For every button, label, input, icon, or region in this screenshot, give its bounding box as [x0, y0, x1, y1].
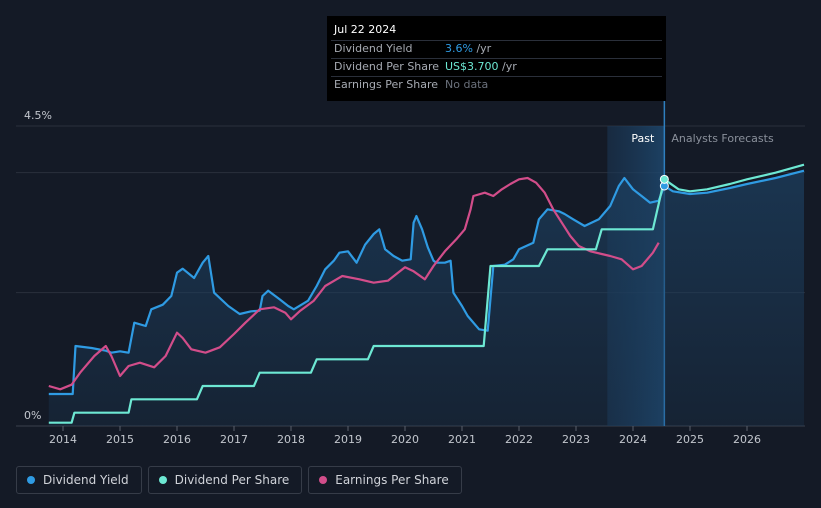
x-tick-label: 2022	[505, 433, 533, 446]
x-tick-label: 2019	[334, 433, 362, 446]
x-tick-label: 2021	[448, 433, 476, 446]
axis-ticks: 2014 2015 2016 2017 2018 2019 2020 2021 2022 2023…	[24, 109, 774, 446]
series-lines	[48, 163, 805, 424]
chart-legend: Dividend Yield Dividend Per Share Earnin…	[16, 466, 462, 494]
tooltip-date: Jul 22 2024	[334, 23, 397, 36]
series-line-dividend-per-share	[48, 163, 805, 424]
legend-dot-icon	[158, 476, 167, 484]
x-tick-label: 2017	[220, 433, 248, 446]
tooltip-value: US$3.700 /yr	[445, 60, 517, 73]
legend-label: Dividend Per Share	[174, 473, 290, 487]
tooltip-unit: /yr	[472, 42, 492, 55]
tooltip-label: Dividend Per Share	[334, 60, 440, 73]
series-line-dividend-yield	[48, 169, 805, 396]
marker-dividend-per-share	[659, 174, 669, 184]
yield-area	[48, 170, 804, 426]
tooltip-value: 3.6% /yr	[445, 42, 492, 55]
tooltip-label: Earnings Per Share	[334, 78, 439, 91]
legend-dividend-per-share[interactable]: Dividend Per Share	[147, 466, 303, 494]
y-tick-label-max: 4.5%	[24, 109, 52, 122]
x-tick-label: 2023	[562, 433, 590, 446]
legend-dividend-yield[interactable]: Dividend Yield	[16, 466, 142, 494]
yield-area-fill	[48, 170, 804, 426]
series-line-earnings-per-share	[48, 176, 660, 391]
x-tick-label: 2015	[106, 433, 134, 446]
forecast-label: Analysts Forecasts	[671, 132, 774, 145]
hover-tooltip: Jul 22 2024 Dividend Yield 3.6% /yr Divi…	[327, 16, 666, 101]
x-tick-label: 2018	[277, 433, 305, 446]
tooltip-label: Dividend Yield	[334, 42, 413, 55]
tooltip-divider	[331, 58, 662, 59]
legend-earnings-per-share[interactable]: Earnings Per Share	[308, 466, 462, 494]
tooltip-divider	[331, 40, 662, 41]
past-label: Past	[631, 132, 655, 145]
x-tick-label: 2026	[733, 433, 761, 446]
legend-dot-icon	[319, 476, 328, 484]
x-tick-label: 2014	[49, 433, 77, 446]
y-tick-label-min: 0%	[24, 409, 41, 422]
x-tick-label: 2025	[676, 433, 704, 446]
legend-label: Earnings Per Share	[335, 473, 449, 487]
x-tick-label: 2024	[619, 433, 647, 446]
x-tick-label: 2016	[163, 433, 191, 446]
tooltip-divider	[331, 76, 662, 77]
tooltip-unit: /yr	[498, 60, 517, 73]
legend-dot-icon	[27, 476, 35, 484]
tooltip-value: No data	[445, 78, 489, 91]
x-tick-label: 2020	[391, 433, 419, 446]
legend-label: Dividend Yield	[43, 473, 129, 487]
